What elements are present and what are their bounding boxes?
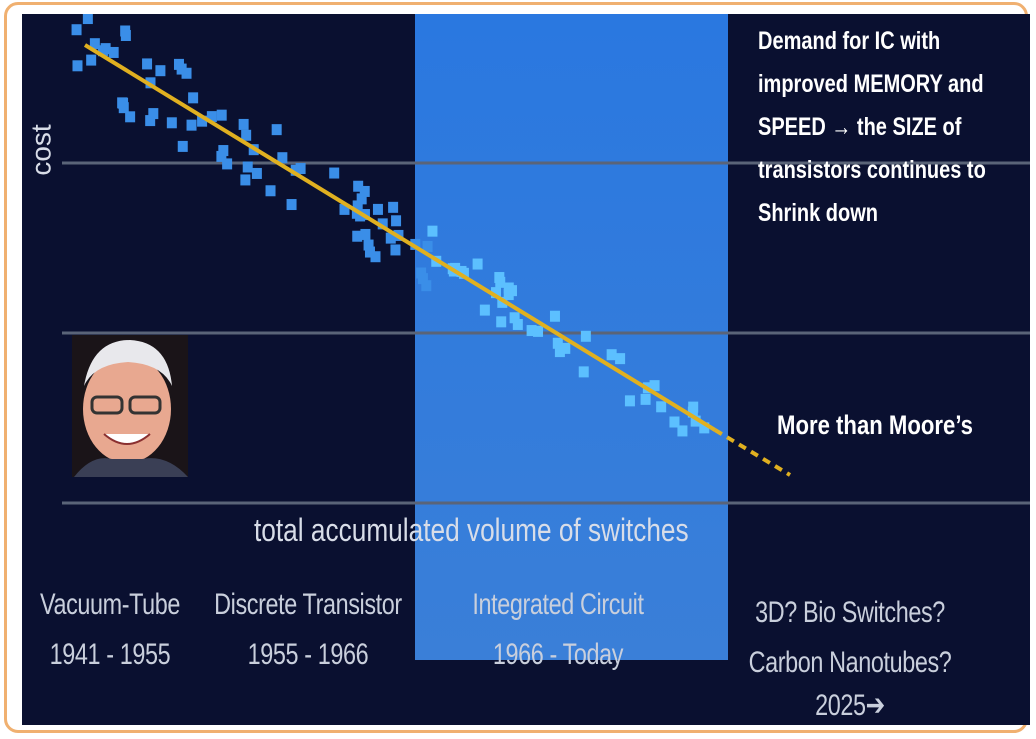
- scatter-dot: [145, 115, 155, 126]
- scatter-dot: [579, 366, 589, 377]
- scatter-dot: [353, 181, 363, 192]
- era-name: Integrated Circuit: [441, 588, 675, 622]
- scatter-dot: [266, 185, 276, 196]
- x-axis-label: total accumulated volume of switches: [254, 512, 689, 549]
- scatter-dot: [390, 244, 400, 255]
- slide: cost total accumulated volume of switche…: [22, 14, 1030, 725]
- scatter-dot: [218, 145, 228, 156]
- scatter-dot: [513, 319, 523, 330]
- era-name: Discrete Transistor: [191, 588, 425, 622]
- scatter-dot: [240, 174, 250, 185]
- era-period: 1955 - 1966: [191, 638, 425, 672]
- scatter-dot: [125, 111, 135, 122]
- page: cost total accumulated volume of switche…: [0, 0, 1036, 739]
- scatter-dot: [625, 395, 635, 406]
- scatter-dot: [641, 394, 651, 405]
- scatter-dot: [86, 55, 96, 66]
- scatter-dot: [669, 416, 679, 427]
- portrait: [72, 335, 188, 477]
- scatter-dot: [155, 65, 165, 76]
- scatter-dot: [370, 251, 380, 262]
- scatter-dot: [656, 401, 666, 412]
- scatter-dot: [174, 59, 184, 70]
- scatter-dot: [287, 199, 297, 210]
- scatter-dot: [581, 331, 591, 342]
- scatter-dot: [272, 124, 282, 135]
- note: Demand for IC with improved MEMORY and S…: [758, 20, 1022, 235]
- scatter-dot: [388, 202, 398, 213]
- scatter-dot: [555, 346, 565, 357]
- scatter-dot: [550, 311, 560, 322]
- scatter-dot: [187, 120, 197, 131]
- scatter-dot: [507, 285, 517, 296]
- era-name: 3D? Bio Switches? Carbon Nanotubes?: [745, 588, 956, 688]
- scatter-dot: [495, 277, 505, 288]
- era-period: 2025➔: [733, 688, 967, 723]
- ic-era-band: [415, 14, 728, 660]
- scatter-dot: [83, 14, 93, 24]
- scatter-dot: [329, 168, 339, 179]
- scatter-dot: [188, 92, 198, 103]
- era-period: 1966 - Today: [441, 638, 675, 672]
- scatter-dot: [101, 43, 111, 54]
- scatter-dot: [117, 97, 127, 108]
- scatter-dot: [121, 30, 131, 41]
- era-name: Vacuum-Tube: [22, 588, 204, 622]
- scatter-dot: [473, 259, 483, 270]
- scatter-dot: [252, 168, 262, 179]
- scatter-dot: [72, 24, 82, 35]
- scatter-dot: [72, 60, 82, 71]
- scatter-dot: [178, 141, 188, 152]
- scatter-dot: [480, 305, 490, 316]
- scatter-dot: [239, 119, 249, 130]
- scatter-dot: [360, 229, 370, 240]
- scatter-dot: [391, 215, 401, 226]
- scatter-dot: [496, 316, 506, 327]
- scatter-dot: [607, 349, 617, 360]
- era-period: 1941 - 1955: [22, 638, 204, 672]
- scatter-dot: [243, 161, 253, 172]
- scatter-dot: [421, 280, 431, 291]
- scatter-dot: [427, 226, 437, 237]
- scatter-dot: [167, 117, 177, 128]
- scatter-dot: [142, 58, 152, 69]
- scatter-dot: [533, 326, 543, 337]
- scatter-dot: [217, 110, 227, 121]
- y-axis-label: cost: [26, 124, 58, 175]
- scatter-dot: [373, 204, 383, 215]
- annotation: More than Moore’s: [777, 410, 973, 441]
